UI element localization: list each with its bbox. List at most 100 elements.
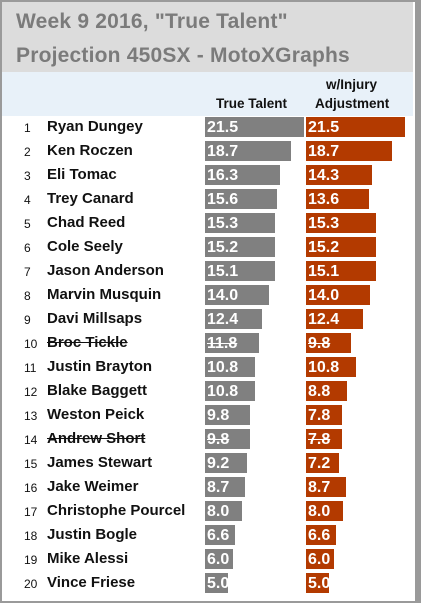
true-talent-header: True Talent xyxy=(216,96,288,111)
rank-label: 15 xyxy=(24,457,38,471)
injury-adjusted-bar xyxy=(306,189,369,209)
rider-name: Mike Alessi xyxy=(47,550,129,567)
injury-adjusted-bar xyxy=(306,477,346,497)
table-row: 2 Ken Roczen 18.7 18.7 xyxy=(0,140,413,164)
rider-name: Trey Canard xyxy=(47,190,134,207)
rider-name: Davi Millsaps xyxy=(47,310,143,327)
true-talent-value-label: 9.8 xyxy=(207,407,230,424)
true-talent-value-label: 10.8 xyxy=(207,359,239,376)
table-row: 7 Jason Anderson 15.1 15.1 xyxy=(0,260,413,284)
chart-title-line-1: Week 9 2016, "True Talent" xyxy=(16,10,288,33)
true-talent-value-label: 6.0 xyxy=(207,551,230,568)
injury-header-line-2: Adjustment xyxy=(315,96,390,111)
table-row: 8 Marvin Musquin 14.0 14.0 xyxy=(0,284,413,308)
true-talent-bar xyxy=(205,285,269,305)
true-talent-value-label: 5.0 xyxy=(207,575,230,592)
true-talent-bar xyxy=(205,309,262,329)
table-row: 4 Trey Canard 15.6 13.6 xyxy=(0,188,413,212)
rider-name: Blake Baggett xyxy=(47,382,148,399)
injury-adjusted-value-label: 13.6 xyxy=(308,191,340,208)
injury-adjusted-bar xyxy=(306,381,347,401)
true-talent-bar xyxy=(205,261,275,281)
header-band xyxy=(2,72,413,116)
injury-adjusted-value-label: 21.5 xyxy=(308,119,340,136)
injury-adjusted-bar xyxy=(306,213,376,233)
rank-label: 9 xyxy=(24,313,31,327)
rank-label: 20 xyxy=(24,577,38,591)
rank-label: 12 xyxy=(24,385,38,399)
injury-adjusted-value-label: 14.3 xyxy=(308,167,340,184)
rank-label: 11 xyxy=(24,361,37,375)
rider-name: Broc Tickle xyxy=(47,334,128,351)
injury-adjusted-bar xyxy=(306,453,339,473)
true-talent-bar xyxy=(205,429,250,449)
true-talent-value-label: 21.5 xyxy=(207,119,239,136)
rider-name: Eli Tomac xyxy=(47,166,117,183)
true-talent-bar xyxy=(205,477,245,497)
injury-adjusted-value-label: 15.2 xyxy=(308,239,340,256)
true-talent-value-label: 8.7 xyxy=(207,479,230,496)
injury-adjusted-bar xyxy=(306,429,342,449)
true-talent-bar xyxy=(205,405,250,425)
table-row: 16 Jake Weimer 8.7 8.7 xyxy=(0,476,413,500)
injury-adjusted-value-label: 7.8 xyxy=(308,431,331,448)
true-talent-value-label: 18.7 xyxy=(207,143,239,160)
rank-label: 6 xyxy=(24,241,31,255)
true-talent-bar xyxy=(205,141,291,161)
injury-adjusted-bar xyxy=(306,357,356,377)
rank-label: 5 xyxy=(24,217,31,231)
true-talent-value-label: 6.6 xyxy=(207,527,230,544)
true-talent-value-label: 8.0 xyxy=(207,503,230,520)
injury-adjusted-bar xyxy=(306,333,351,353)
rider-name: James Stewart xyxy=(47,454,153,471)
true-talent-bar xyxy=(205,453,247,473)
injury-adjusted-bar xyxy=(306,501,343,521)
true-talent-value-label: 15.3 xyxy=(207,215,239,232)
rank-label: 2 xyxy=(24,145,31,159)
rider-name: Justin Brayton xyxy=(47,358,153,375)
true-talent-bar xyxy=(205,333,259,353)
rider-name: Jason Anderson xyxy=(47,262,164,279)
injury-adjusted-value-label: 6.0 xyxy=(308,551,331,568)
injury-adjusted-value-label: 8.7 xyxy=(308,479,331,496)
true-talent-bar xyxy=(205,549,233,569)
true-talent-bar xyxy=(205,237,275,257)
rank-label: 7 xyxy=(24,265,31,279)
rider-name: Cole Seely xyxy=(47,238,123,255)
table-row: 15 James Stewart 9.2 7.2 xyxy=(0,452,413,476)
injury-adjusted-bar xyxy=(306,117,405,137)
injury-adjusted-value-label: 5.0 xyxy=(308,575,331,592)
true-talent-value-label: 15.2 xyxy=(207,239,239,256)
rider-name: Vince Friese xyxy=(47,574,136,591)
rider-name: Weston Peick xyxy=(47,406,145,423)
injury-adjusted-value-label: 14.0 xyxy=(308,287,340,304)
true-talent-value-label: 11.8 xyxy=(207,335,238,352)
true-talent-value-label: 16.3 xyxy=(207,167,239,184)
rider-name: Ryan Dungey xyxy=(47,118,143,135)
table-row: 19 Mike Alessi 6.0 6.0 xyxy=(0,548,413,572)
injury-adjusted-bar xyxy=(306,141,392,161)
injury-adjusted-bar xyxy=(306,261,376,281)
injury-adjusted-bar xyxy=(306,165,372,185)
injury-adjusted-bar xyxy=(306,405,342,425)
rider-name: Andrew Short xyxy=(47,430,146,447)
rank-label: 10 xyxy=(24,337,38,351)
true-talent-value-label: 15.6 xyxy=(207,191,239,208)
table-row: 14 Andrew Short 9.8 7.8 xyxy=(0,428,413,452)
rank-label: 3 xyxy=(24,169,31,183)
injury-adjusted-value-label: 7.8 xyxy=(308,407,331,424)
true-talent-bar xyxy=(205,165,280,185)
rider-name: Christophe Pourcel xyxy=(47,502,186,519)
rank-label: 19 xyxy=(24,553,38,567)
true-talent-bar xyxy=(205,501,242,521)
rider-name: Ken Roczen xyxy=(47,142,133,159)
table-row: 9 Davi Millsaps 12.4 12.4 xyxy=(0,308,413,332)
true-talent-bar xyxy=(205,213,275,233)
injury-adjusted-value-label: 7.2 xyxy=(308,455,331,472)
rider-name: Chad Reed xyxy=(47,214,126,231)
injury-adjusted-bar xyxy=(306,309,363,329)
rank-label: 8 xyxy=(24,289,31,303)
table-row: 13 Weston Peick 9.8 7.8 xyxy=(0,404,413,428)
table-row: 18 Justin Bogle 6.6 6.6 xyxy=(0,524,413,548)
table-row: 10 Broc Tickle 11.8 9.8 xyxy=(0,332,413,356)
